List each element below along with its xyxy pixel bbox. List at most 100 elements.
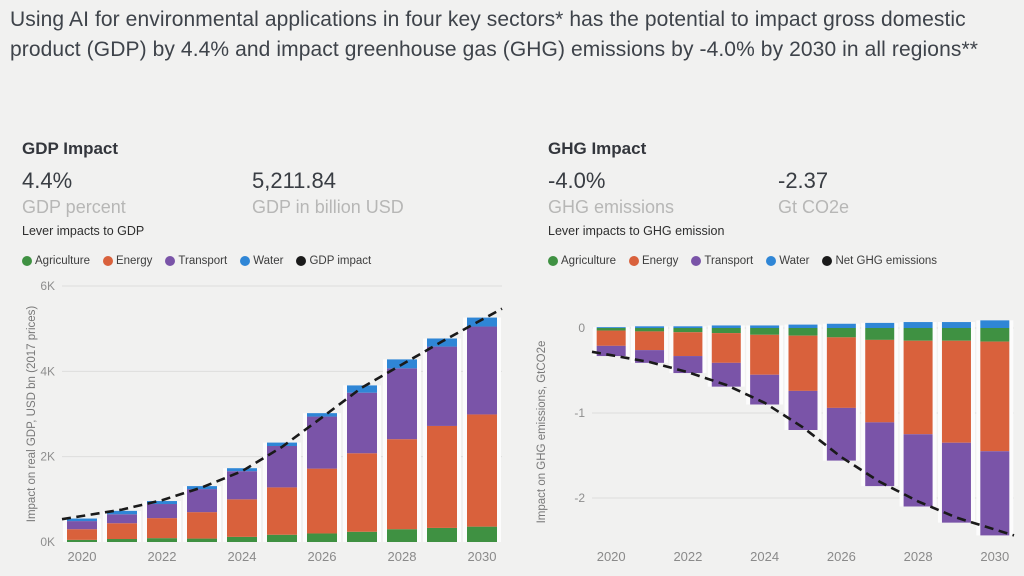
bar-segment-agriculture[interactable] xyxy=(347,531,377,542)
bar-segment-agriculture[interactable] xyxy=(107,539,137,542)
bar-2022[interactable] xyxy=(669,326,707,374)
bar-2030[interactable] xyxy=(463,317,501,542)
legend-item-gdp-impact[interactable]: GDP impact xyxy=(296,255,371,267)
legend-item-agriculture[interactable]: Agriculture xyxy=(548,255,616,267)
bar-segment-energy[interactable] xyxy=(750,334,780,375)
bar-segment-agriculture[interactable] xyxy=(227,536,257,542)
bar-segment-water[interactable] xyxy=(467,317,497,327)
bar-segment-energy[interactable] xyxy=(673,332,703,357)
bar-segment-water[interactable] xyxy=(227,468,257,472)
bar-segment-agriculture[interactable] xyxy=(980,328,1010,342)
bar-segment-water[interactable] xyxy=(147,501,177,505)
bar-segment-water[interactable] xyxy=(307,413,337,417)
bar-segment-transport[interactable] xyxy=(826,407,856,461)
bar-segment-energy[interactable] xyxy=(826,337,856,408)
bar-segment-transport[interactable] xyxy=(711,362,741,387)
bar-segment-water[interactable] xyxy=(788,324,818,328)
bar-segment-agriculture[interactable] xyxy=(941,328,971,341)
bar-segment-transport[interactable] xyxy=(67,521,97,530)
bar-segment-water[interactable] xyxy=(673,326,703,328)
legend-item-transport[interactable]: Transport xyxy=(691,255,753,267)
bar-segment-agriculture[interactable] xyxy=(635,328,665,332)
bar-segment-agriculture[interactable] xyxy=(750,328,780,335)
bar-2022[interactable] xyxy=(143,501,181,542)
bar-segment-energy[interactable] xyxy=(267,487,297,535)
bar-segment-water[interactable] xyxy=(941,322,971,328)
bar-segment-transport[interactable] xyxy=(941,442,971,523)
bar-segment-transport[interactable] xyxy=(903,434,933,507)
bar-2027[interactable] xyxy=(861,322,899,487)
bar-segment-energy[interactable] xyxy=(107,523,137,540)
bar-segment-agriculture[interactable] xyxy=(788,328,818,336)
bar-segment-agriculture[interactable] xyxy=(147,538,177,542)
bar-segment-energy[interactable] xyxy=(147,518,177,539)
bar-segment-energy[interactable] xyxy=(711,333,741,363)
bar-segment-water[interactable] xyxy=(635,326,665,328)
bar-segment-transport[interactable] xyxy=(980,451,1010,536)
bar-2023[interactable] xyxy=(183,486,221,542)
bar-segment-energy[interactable] xyxy=(227,499,257,537)
bar-segment-transport[interactable] xyxy=(347,392,377,454)
bar-segment-energy[interactable] xyxy=(596,330,626,346)
bar-2020[interactable] xyxy=(592,327,630,357)
bar-segment-water[interactable] xyxy=(750,325,780,328)
bar-segment-agriculture[interactable] xyxy=(711,328,741,334)
bar-segment-energy[interactable] xyxy=(427,425,457,528)
bar-segment-transport[interactable] xyxy=(307,416,337,469)
bar-segment-transport[interactable] xyxy=(147,504,177,519)
bar-2029[interactable] xyxy=(423,338,461,542)
bar-segment-transport[interactable] xyxy=(673,356,703,374)
bar-segment-water[interactable] xyxy=(903,322,933,328)
bar-segment-water[interactable] xyxy=(347,385,377,393)
bar-segment-agriculture[interactable] xyxy=(467,526,497,542)
bar-2024[interactable] xyxy=(746,325,784,405)
bar-segment-agriculture[interactable] xyxy=(187,538,217,542)
bar-segment-energy[interactable] xyxy=(387,439,417,530)
bar-2028[interactable] xyxy=(899,322,937,507)
legend-item-agriculture[interactable]: Agriculture xyxy=(22,255,90,267)
bar-2026[interactable] xyxy=(303,413,341,542)
legend-item-water[interactable]: Water xyxy=(240,255,283,267)
bar-segment-water[interactable] xyxy=(596,327,626,328)
bar-2023[interactable] xyxy=(707,325,745,387)
bar-segment-energy[interactable] xyxy=(67,529,97,540)
bar-segment-agriculture[interactable] xyxy=(673,328,703,333)
bar-segment-energy[interactable] xyxy=(865,339,895,423)
bar-2021[interactable] xyxy=(103,510,141,542)
bar-segment-energy[interactable] xyxy=(187,512,217,539)
bar-segment-water[interactable] xyxy=(980,320,1010,328)
bar-segment-transport[interactable] xyxy=(596,345,626,357)
bar-2027[interactable] xyxy=(343,385,381,542)
bar-segment-transport[interactable] xyxy=(750,374,780,405)
bar-2029[interactable] xyxy=(937,322,975,523)
bar-segment-agriculture[interactable] xyxy=(596,328,626,331)
bar-segment-agriculture[interactable] xyxy=(903,328,933,341)
bar-2026[interactable] xyxy=(822,323,860,461)
ghg-stacked-bar-chart[interactable]: 0 -1 -2 Impact on GHG emissions, GtCO2e 2020… xyxy=(532,277,1024,573)
legend-item-energy[interactable]: Energy xyxy=(102,255,152,267)
bar-segment-transport[interactable] xyxy=(427,346,457,426)
bar-segment-transport[interactable] xyxy=(187,489,217,513)
bar-segment-energy[interactable] xyxy=(467,414,497,527)
bar-segment-water[interactable] xyxy=(711,325,741,328)
bar-segment-transport[interactable] xyxy=(788,390,818,430)
bar-segment-water[interactable] xyxy=(67,518,97,522)
bar-segment-energy[interactable] xyxy=(635,331,665,351)
bar-segment-energy[interactable] xyxy=(941,340,971,443)
bar-2021[interactable] xyxy=(631,326,669,363)
bar-segment-water[interactable] xyxy=(267,442,297,446)
gdp-stacked-bar-chart[interactable]: 0K 2K 4K 6K Impact on real GDP, USD bn (2017… xyxy=(22,277,524,573)
bar-2025[interactable] xyxy=(263,442,301,542)
bar-segment-energy[interactable] xyxy=(788,335,818,391)
bar-segment-agriculture[interactable] xyxy=(865,328,895,340)
bar-segment-water[interactable] xyxy=(187,486,217,490)
bar-segment-water[interactable] xyxy=(826,323,856,328)
bar-segment-energy[interactable] xyxy=(980,341,1010,452)
bar-segment-agriculture[interactable] xyxy=(387,529,417,542)
bar-segment-energy[interactable] xyxy=(903,340,933,435)
bar-2024[interactable] xyxy=(223,468,261,542)
bar-segment-energy[interactable] xyxy=(307,468,337,534)
bar-segment-transport[interactable] xyxy=(107,514,137,524)
bar-segment-energy[interactable] xyxy=(347,453,377,532)
bar-segment-transport[interactable] xyxy=(387,368,417,440)
